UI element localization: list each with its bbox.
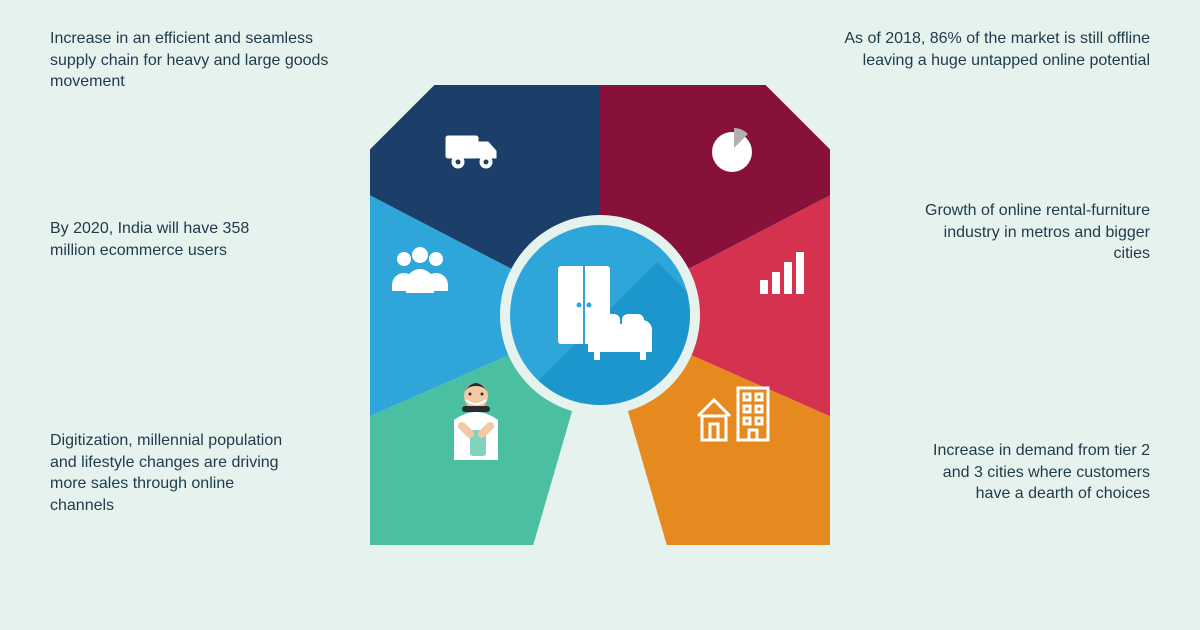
- house-building-icon: [694, 378, 774, 448]
- center-circle: [510, 225, 690, 405]
- person-phone-icon: [440, 378, 512, 468]
- label-rental: Growth of online rental-furniture indust…: [920, 200, 1150, 265]
- wardrobe-sofa-icon: [540, 260, 660, 370]
- label-tier-2-3: Increase in demand from tier 2 and 3 cit…: [910, 440, 1150, 505]
- pie-icon: [700, 118, 764, 182]
- people-icon: [388, 240, 452, 304]
- label-digitization: Digitization, millennial population and …: [50, 430, 290, 516]
- label-offline-market: As of 2018, 86% of the market is still o…: [840, 28, 1150, 71]
- label-supply-chain: Increase in an efficient and seamless su…: [50, 28, 350, 93]
- bars-icon: [752, 242, 816, 306]
- truck-icon: [440, 120, 504, 184]
- label-ecommerce-users: By 2020, India will have 358 million eco…: [50, 218, 290, 261]
